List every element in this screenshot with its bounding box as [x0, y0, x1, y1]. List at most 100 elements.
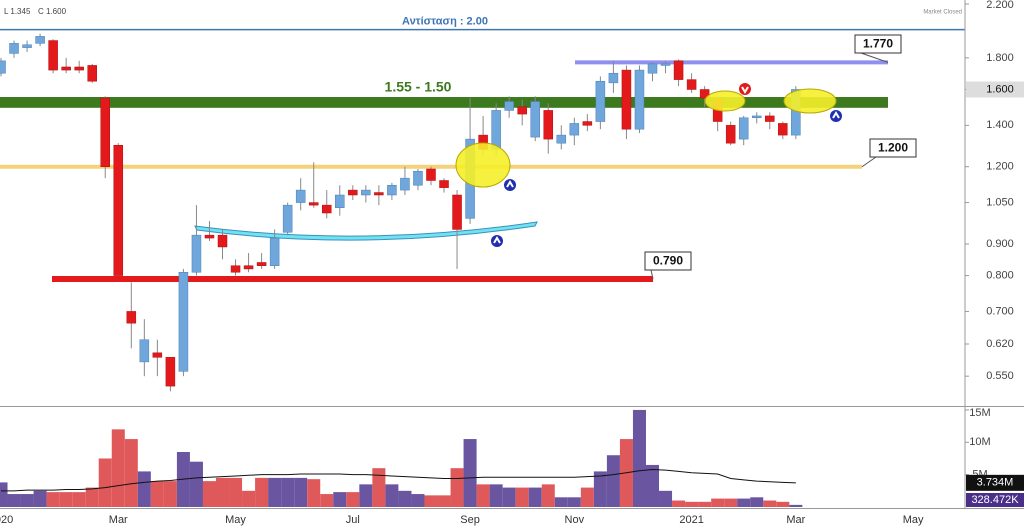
- candle-body: [9, 43, 19, 54]
- x-tick-label: Mar: [786, 514, 805, 526]
- volume-bar: [372, 468, 386, 507]
- volume-bar: [359, 484, 373, 507]
- volume-bar: [255, 477, 269, 507]
- volume-bar: [567, 497, 581, 507]
- candle-body: [556, 134, 567, 144]
- signal-icon: [504, 179, 516, 191]
- volume-bar: [163, 481, 177, 507]
- volume-bar: [659, 490, 673, 507]
- volume-bar: [294, 477, 308, 507]
- candle-body: [217, 234, 228, 248]
- volume-bar: [450, 468, 464, 507]
- candle-body: [48, 40, 58, 71]
- candle-body: [322, 204, 332, 214]
- candle-body: [230, 265, 241, 273]
- volume-bar: [711, 498, 725, 507]
- y-tick-label: 1.050: [986, 196, 1014, 208]
- candle-body: [686, 79, 697, 90]
- x-tick-label: Jul: [346, 514, 360, 526]
- candle-body: [139, 339, 150, 363]
- signal-arrow: [493, 236, 501, 244]
- volume-bar: [541, 484, 555, 507]
- level-connector: [860, 52, 889, 63]
- candle-body: [751, 115, 762, 119]
- candle-body: [439, 180, 449, 188]
- volume-bar: [645, 464, 660, 507]
- candle-body: [595, 80, 606, 122]
- volume-bar: [750, 497, 764, 507]
- candle-body: [282, 204, 293, 233]
- y-tick-label: 1.200: [986, 161, 1014, 173]
- volume-tick-label: 10M: [969, 436, 990, 448]
- candle-body: [361, 189, 371, 196]
- volume-bar: [776, 501, 790, 507]
- candle-body: [569, 123, 580, 136]
- candle-body: [765, 115, 775, 122]
- market-status: Market Closed: [923, 10, 962, 16]
- candle-body: [530, 101, 540, 138]
- last-price-box: [966, 81, 1024, 98]
- candle-body: [374, 192, 384, 196]
- candle-body: [452, 194, 462, 230]
- candle-body: [61, 66, 71, 71]
- level-connector: [650, 269, 654, 280]
- volume-bar: [489, 484, 503, 507]
- candle-body: [517, 106, 527, 115]
- volume-bar: [59, 492, 73, 507]
- volume-bar: [124, 439, 138, 507]
- volume-bar: [20, 494, 34, 507]
- y-tick-label: 1.400: [986, 119, 1014, 131]
- front-layer: 1.770 1.200 0.790 1.600 3.734M 328.472K: [455, 34, 1024, 507]
- x-tick-label: May: [903, 514, 924, 526]
- last-price-label: 1.600: [986, 83, 1014, 95]
- candle-body: [400, 177, 410, 191]
- volume-bar: [528, 487, 542, 507]
- ma-tag: 3.734M: [977, 477, 1014, 489]
- volume-bar: [307, 479, 321, 507]
- volume-bar: [385, 484, 399, 507]
- volume-bar: [229, 477, 243, 507]
- candle-body: [152, 352, 163, 358]
- level-label: 1.770: [863, 37, 893, 51]
- y-tick-label: 0.620: [986, 338, 1014, 350]
- level-connector: [861, 156, 877, 168]
- candle-body: [673, 60, 684, 80]
- signal-arrow: [506, 180, 514, 188]
- volume-tick-label: 15M: [969, 407, 990, 419]
- candle-body: [256, 262, 267, 266]
- candle-body: [308, 202, 319, 206]
- x-tick-label: Mar: [109, 514, 128, 526]
- volume-bar: [98, 458, 112, 507]
- candle-body: [699, 89, 710, 99]
- volume-bar: [411, 494, 425, 507]
- volume-bar: [320, 494, 334, 507]
- y-tick-label: 0.900: [986, 238, 1014, 250]
- x-tick-label: 2021: [679, 514, 703, 526]
- volume-bar: [502, 487, 516, 507]
- highlight-ellipse: [704, 90, 746, 112]
- volume-bar: [685, 501, 699, 507]
- candle-body: [426, 168, 436, 181]
- support-zone: [0, 97, 888, 108]
- y-tick-label: 1.800: [986, 52, 1014, 64]
- volume-bar: [202, 481, 216, 507]
- volume-bar: [242, 490, 256, 507]
- candle-body: [126, 311, 137, 324]
- volume-bar: [789, 504, 803, 507]
- candle-body: [504, 101, 514, 111]
- volume-bar: [606, 455, 620, 507]
- candle-body: [335, 194, 345, 208]
- candle-body: [491, 110, 501, 150]
- signal-icon: [830, 110, 842, 122]
- level-label-box: [644, 251, 692, 271]
- volume-bar: [437, 495, 451, 507]
- volume-bar: [593, 471, 607, 507]
- volume-tag-box: [966, 493, 1024, 507]
- volume-bar: [137, 471, 151, 507]
- candle-body: [778, 123, 788, 136]
- volume-bar: [737, 498, 751, 507]
- candle-body: [178, 271, 189, 372]
- volume-bar: [424, 495, 438, 507]
- candle-body: [204, 234, 215, 239]
